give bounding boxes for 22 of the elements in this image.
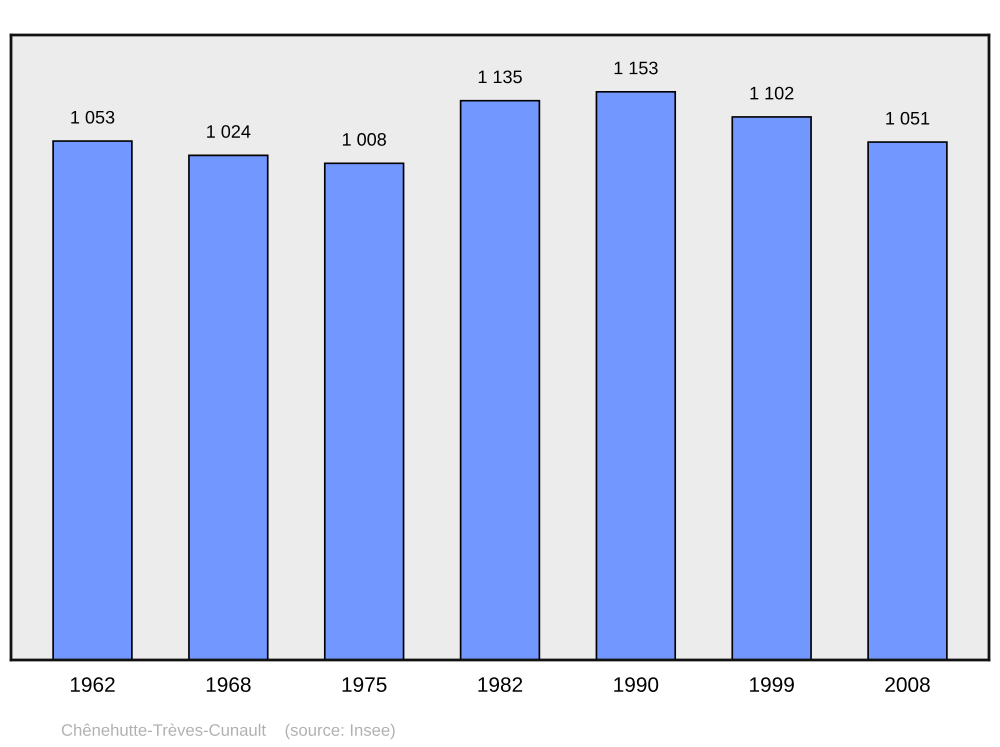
x-tick-label: 1975 (342, 677, 386, 692)
bar (867, 141, 948, 660)
x-tick-label: 1968 (206, 677, 251, 692)
data-label: 1 053 (71, 110, 114, 124)
bar (52, 140, 133, 660)
x-tick-label: 1962 (70, 677, 115, 692)
bar (596, 90, 676, 660)
bar (460, 100, 540, 660)
bar (188, 154, 269, 660)
x-tick-label: 1990 (614, 677, 658, 692)
data-label: 1 102 (750, 86, 794, 100)
data-label: 1 135 (478, 70, 522, 84)
bar (731, 116, 812, 660)
data-label: 1 051 (886, 112, 930, 125)
x-tick-label: 2008 (885, 677, 930, 692)
data-label: 1 153 (614, 62, 658, 74)
text: Chênehutte-Trèves-Cunault (source: Insee) (62, 724, 395, 740)
data-label: 1 024 (207, 125, 250, 138)
data-label: 1 008 (342, 133, 386, 146)
x-tick-label: 1999 (750, 677, 794, 692)
bar (324, 162, 404, 660)
x-tick-label: 1982 (478, 677, 522, 692)
